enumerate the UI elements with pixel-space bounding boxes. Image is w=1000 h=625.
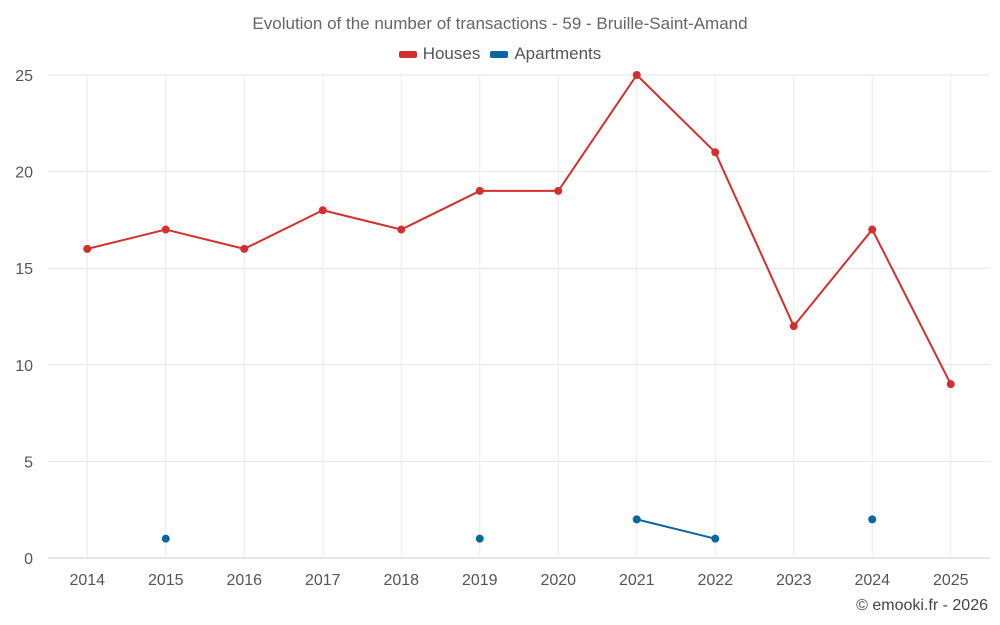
x-tick-label: 2018 [383, 572, 419, 589]
legend-item-apartments[interactable]: Apartments [490, 44, 601, 64]
series-line-houses [557, 74, 638, 192]
series-line-houses [243, 209, 324, 250]
data-point-houses [240, 244, 249, 253]
y-tick-label: 5 [24, 454, 33, 471]
legend-label-apartments: Apartments [514, 44, 602, 63]
data-point-apartments [475, 534, 484, 543]
data-point-houses [711, 148, 720, 157]
y-tick-label: 0 [24, 551, 33, 568]
legend-item-houses[interactable]: Houses [398, 44, 481, 64]
series-line-houses [714, 151, 795, 328]
series-line-houses [400, 189, 481, 231]
data-point-houses [318, 206, 327, 215]
y-tick-label: 10 [15, 358, 33, 375]
credit-text: © emooki.fr - 2026 [856, 597, 988, 614]
data-point-houses [554, 186, 563, 195]
x-tick-label: 2017 [305, 572, 341, 589]
x-tick-label: 2020 [540, 572, 576, 589]
x-tick-label: 2022 [697, 572, 733, 589]
series-line-houses [86, 228, 167, 250]
data-point-houses [789, 322, 798, 331]
legend: Houses Apartments [0, 44, 1000, 64]
x-tick-label: 2019 [462, 572, 498, 589]
x-tick-label: 2015 [148, 572, 184, 589]
legend-swatch-apartments [490, 50, 509, 58]
series-line-houses [871, 228, 952, 386]
data-point-apartments [632, 515, 641, 524]
data-point-houses [632, 71, 641, 79]
series-line-houses [792, 228, 874, 328]
data-point-apartments [868, 515, 877, 524]
series-line-apartments [635, 518, 717, 540]
data-point-houses [83, 244, 92, 253]
x-tick-label: 2016 [226, 572, 262, 589]
legend-swatch-houses [398, 50, 417, 58]
data-point-houses [161, 225, 170, 234]
x-tick-label: 2025 [933, 572, 969, 589]
x-tick-label: 2014 [69, 572, 105, 589]
data-point-houses [475, 186, 484, 195]
legend-label-houses: Houses [422, 44, 481, 63]
y-tick-label: 25 [15, 68, 33, 85]
chart-title: Evolution of the number of transactions … [252, 14, 748, 33]
series-line-houses [321, 209, 403, 231]
y-tick-label: 20 [15, 165, 33, 182]
series-line-houses [164, 228, 246, 250]
series-line-houses [635, 74, 717, 154]
x-tick-label: 2024 [854, 572, 890, 589]
data-point-houses [397, 225, 406, 234]
data-point-apartments [711, 534, 720, 543]
x-tick-label: 2023 [776, 572, 812, 589]
data-point-houses [946, 380, 955, 389]
x-tick-label: 2021 [619, 572, 655, 589]
data-point-apartments [161, 534, 170, 543]
data-point-houses [868, 225, 877, 234]
y-tick-label: 15 [15, 261, 33, 278]
